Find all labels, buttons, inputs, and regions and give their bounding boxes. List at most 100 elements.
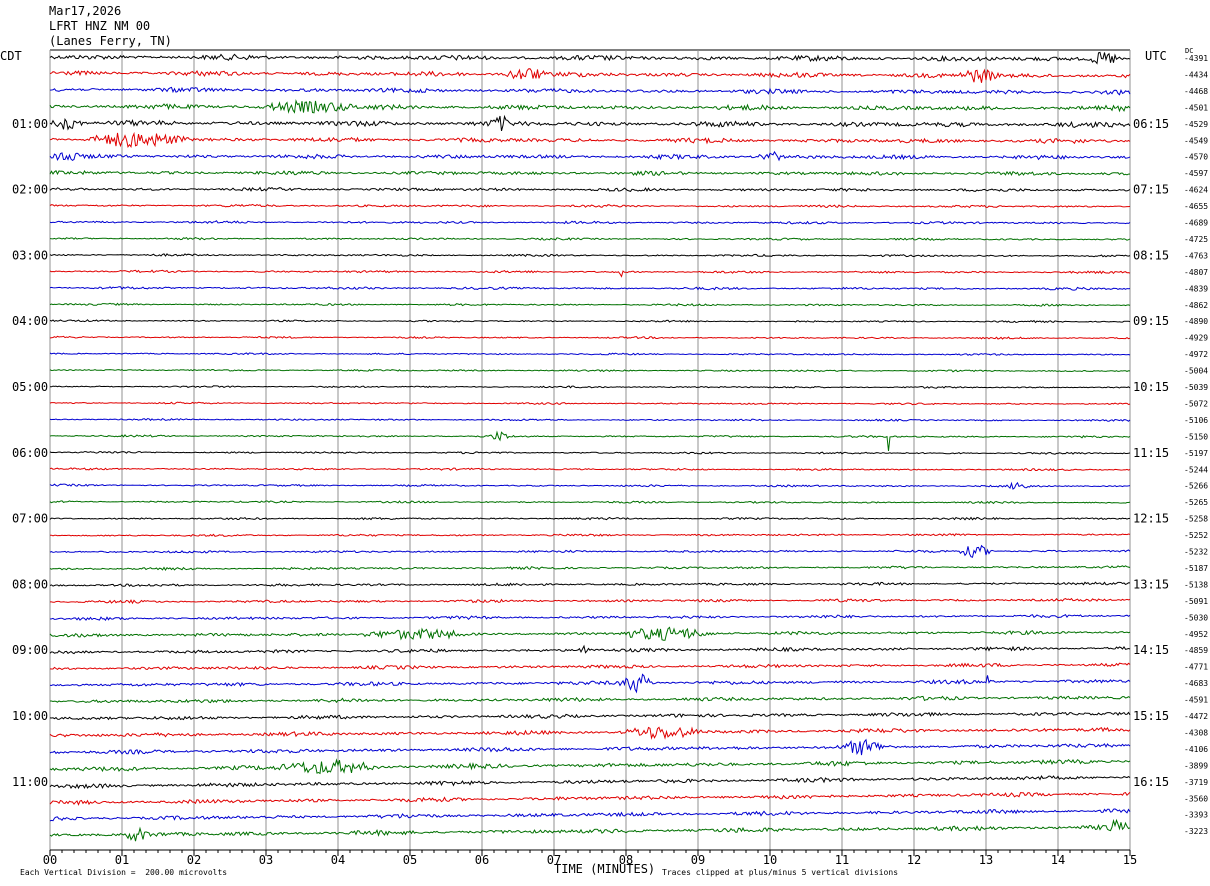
seismic-trace [50, 303, 1130, 306]
seismic-trace [50, 663, 1130, 669]
dc-offset-label: -5244 [1184, 465, 1208, 474]
seismic-trace [50, 740, 1130, 755]
x-axis-title: TIME (MINUTES) [554, 862, 655, 876]
x-tick-label: 12 [907, 853, 921, 867]
seismic-trace [50, 452, 1130, 455]
dc-offset-label: -5039 [1184, 383, 1208, 392]
dc-offset-label: -5252 [1184, 531, 1208, 540]
left-timezone-label: CDT [0, 49, 22, 63]
dc-offset-label: -5138 [1184, 580, 1208, 589]
seismic-trace [50, 468, 1130, 471]
dc-offset-label: -4689 [1184, 219, 1208, 228]
dc-column-label: DC [1185, 47, 1193, 55]
cdt-hour-label: 04:00 [12, 314, 48, 328]
cdt-hour-label: 09:00 [12, 643, 48, 657]
footer-scale-note: Each Vertical Division = 200.00 microvol… [20, 868, 227, 877]
dc-offset-label: -5072 [1184, 399, 1208, 408]
seismic-trace [50, 820, 1130, 841]
seismic-trace [50, 760, 1130, 774]
dc-offset-label: -4570 [1184, 153, 1208, 162]
dc-offset-label: -4624 [1184, 186, 1208, 195]
dc-offset-label: -5258 [1184, 515, 1208, 524]
dc-offset-label: -4683 [1184, 679, 1208, 688]
seismic-trace [50, 674, 1130, 692]
dc-offset-label: -5266 [1184, 482, 1208, 491]
cdt-hour-label: 10:00 [12, 709, 48, 723]
seismic-trace [50, 116, 1130, 131]
cdt-hour-label: 08:00 [12, 577, 48, 591]
x-tick-label: 02 [187, 853, 201, 867]
dc-offset-label: -4839 [1184, 284, 1208, 293]
seismic-trace [50, 582, 1130, 586]
seismic-trace [50, 646, 1130, 654]
cdt-hour-label: 11:00 [12, 775, 48, 789]
cdt-hour-label: 05:00 [12, 380, 48, 394]
seismic-trace [50, 792, 1130, 804]
seismic-trace [50, 776, 1130, 788]
x-tick-label: 10 [763, 853, 777, 867]
seismic-trace [50, 696, 1130, 702]
utc-hour-label: 07:15 [1133, 183, 1169, 197]
x-tick-label: 01 [115, 853, 129, 867]
seismic-trace [50, 627, 1130, 640]
header-location: (Lanes Ferry, TN) [49, 34, 172, 49]
footer-clip-note: Traces clipped at plus/minus 5 vertical … [662, 868, 898, 877]
cdt-hour-label: 01:00 [12, 117, 48, 131]
x-tick-label: 06 [475, 853, 489, 867]
seismic-trace [50, 402, 1130, 405]
x-tick-label: 11 [835, 853, 849, 867]
seismic-trace [50, 727, 1130, 738]
x-tick-label: 04 [331, 853, 345, 867]
seismic-trace [50, 152, 1130, 161]
dc-offset-label: -4763 [1184, 251, 1208, 260]
dc-offset-label: -4725 [1184, 235, 1208, 244]
dc-offset-label: -3560 [1184, 794, 1208, 803]
seismic-trace [50, 534, 1130, 537]
seismic-trace [50, 386, 1130, 388]
seismic-trace [50, 419, 1130, 422]
dc-offset-label: -4501 [1184, 103, 1208, 112]
dc-offset-label: -4308 [1184, 728, 1208, 737]
utc-hour-label: 10:15 [1133, 380, 1169, 394]
seismic-trace [50, 370, 1130, 372]
seismic-trace [50, 615, 1130, 621]
dc-offset-label: -3393 [1184, 811, 1208, 820]
dc-offset-label: -4472 [1184, 712, 1208, 721]
dc-offset-label: -4890 [1184, 317, 1208, 326]
dc-offset-label: -3899 [1184, 761, 1208, 770]
cdt-hour-label: 07:00 [12, 512, 48, 526]
dc-offset-label: -5265 [1184, 498, 1208, 507]
dc-offset-label: -4549 [1184, 136, 1208, 145]
x-tick-label: 09 [691, 853, 705, 867]
seismic-trace [50, 320, 1130, 323]
seismic-trace [50, 87, 1130, 94]
seismic-trace [50, 518, 1130, 520]
dc-offset-label: -5030 [1184, 613, 1208, 622]
seismic-trace [50, 188, 1130, 192]
utc-hour-label: 16:15 [1133, 775, 1169, 789]
utc-hour-label: 11:15 [1133, 446, 1169, 460]
seismic-trace [50, 133, 1130, 147]
dc-offset-labels: -4391 -4434 -4468 -4501 -4529 -4549 -4570 -4597… [1184, 54, 1208, 836]
dc-offset-label: -4106 [1184, 745, 1208, 754]
seismic-trace [50, 204, 1130, 207]
dc-offset-label: -5232 [1184, 548, 1208, 557]
dc-offset-label: -4771 [1184, 663, 1208, 672]
dc-offset-label: -4859 [1184, 646, 1208, 655]
seismic-trace [50, 546, 1130, 558]
seismic-trace [50, 809, 1130, 821]
right-timezone-label: UTC [1145, 49, 1167, 63]
dc-offset-label: -4591 [1184, 696, 1208, 705]
seismic-trace [50, 221, 1130, 224]
utc-hour-label: 14:15 [1133, 643, 1169, 657]
dc-offset-label: -4597 [1184, 169, 1208, 178]
dc-offset-label: -4952 [1184, 630, 1208, 639]
x-tick-label: 13 [979, 853, 993, 867]
seismic-trace [50, 101, 1130, 113]
seismic-trace [50, 336, 1130, 339]
minute-gridlines [50, 50, 1130, 850]
x-tick-label: 14 [1051, 853, 1065, 867]
utc-hour-label: 13:15 [1133, 577, 1169, 591]
dc-offset-label: -5197 [1184, 449, 1208, 458]
dc-offset-label: -5187 [1184, 564, 1208, 573]
